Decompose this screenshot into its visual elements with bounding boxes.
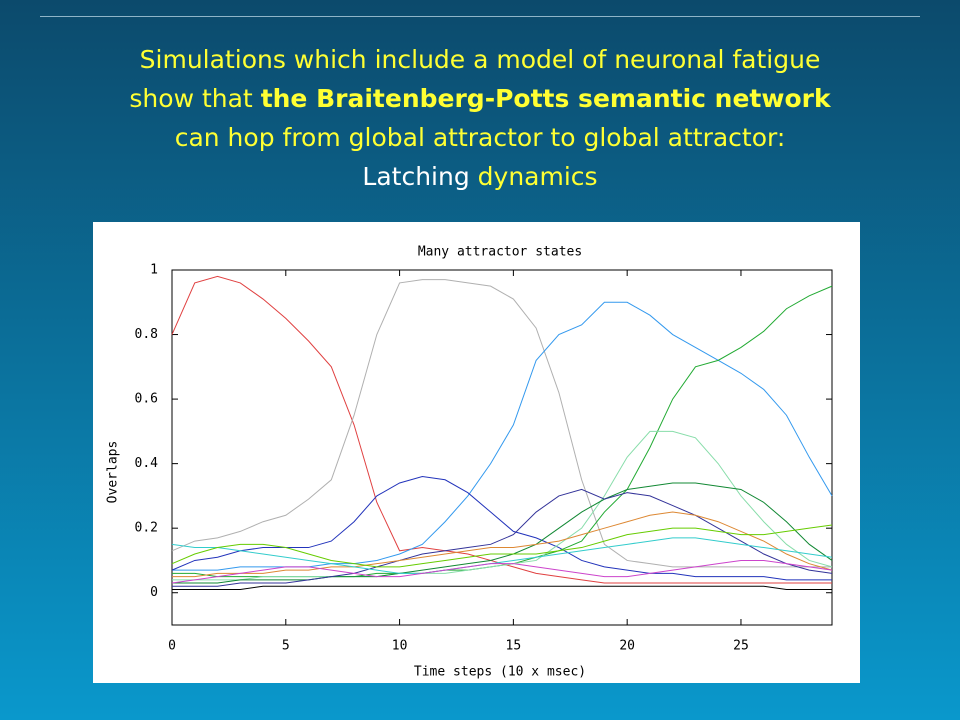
series-line — [171, 476, 832, 581]
x-tick-label: 20 — [619, 639, 635, 654]
heading-text: Simulations which include a model of neu… — [139, 45, 821, 74]
heading-text: show that — [129, 84, 261, 113]
chart: Many attractor states Time steps (10 x m… — [93, 222, 860, 683]
y-tick-label: 0.6 — [135, 392, 158, 407]
series-line — [172, 301, 833, 571]
y-tick-label: 0.8 — [135, 327, 158, 342]
series-line — [171, 279, 832, 568]
series-line — [171, 537, 833, 574]
heading-text: dynamics — [469, 162, 598, 191]
chart-title: Many attractor states — [418, 245, 582, 260]
heading-text: can hop from global attractor to global … — [174, 123, 786, 152]
heading-line: Latching dynamics — [0, 157, 960, 196]
series-line — [172, 430, 833, 581]
y-tick-label: 0.4 — [135, 456, 159, 471]
x-tick-label: 15 — [506, 639, 522, 654]
y-tick-label: 0 — [150, 585, 158, 600]
series-line — [172, 482, 833, 584]
rule — [40, 16, 920, 17]
heading-line: Simulations which include a model of neu… — [0, 40, 960, 79]
series-line — [172, 488, 833, 587]
series-line — [172, 585, 832, 590]
x-axis-label: Time steps (10 x msec) — [414, 665, 586, 680]
x-tick-label: 5 — [282, 639, 290, 654]
y-tick-label: 1 — [150, 263, 158, 278]
heading-line: can hop from global attractor to global … — [0, 118, 960, 157]
series-line — [171, 524, 833, 568]
y-tick-label: 0.2 — [135, 521, 158, 536]
heading-text: Latching — [362, 162, 470, 191]
x-tick-label: 0 — [168, 639, 176, 654]
plot-frame — [171, 269, 833, 626]
y-axis-label: Overlaps — [106, 441, 121, 504]
heading-text: the Braitenberg-Potts semantic network — [260, 84, 831, 113]
heading: Simulations which include a model of neu… — [0, 40, 960, 196]
series-line — [172, 511, 833, 578]
heading-line: show that the Braitenberg-Potts semantic… — [0, 79, 960, 118]
x-tick-label: 10 — [392, 639, 408, 654]
x-tick-label: 25 — [733, 639, 749, 654]
series-line — [171, 559, 833, 584]
